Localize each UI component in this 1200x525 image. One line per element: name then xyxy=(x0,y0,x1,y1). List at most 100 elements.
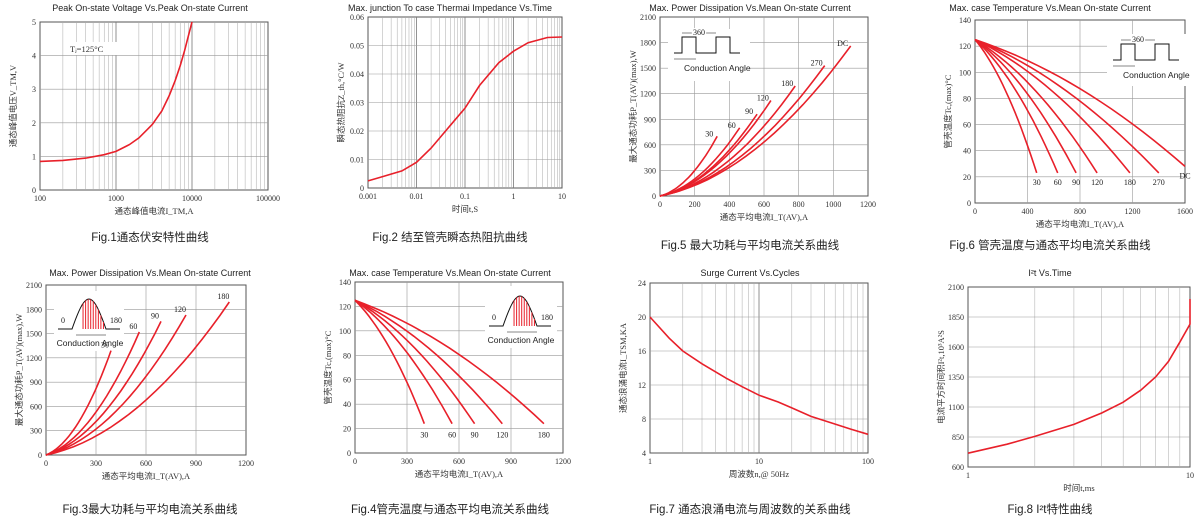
y-tick-label: 1100 xyxy=(948,403,964,412)
inset-value: 360 xyxy=(1132,35,1144,44)
y-tick-label: 1500 xyxy=(640,64,656,73)
y-axis-title: 管壳温度Tc,(max)°C xyxy=(323,330,333,404)
x-tick-label: 100 xyxy=(34,194,46,203)
figure-caption: Fig.3最大功耗与平均电流关系曲线 xyxy=(62,504,238,516)
y-tick-label: 0 xyxy=(347,449,351,458)
y-tick-label: 4 xyxy=(32,52,36,61)
y-tick-label: 1 xyxy=(32,152,36,161)
series-label: 30 xyxy=(420,431,428,440)
inset-label: Conduction Angle xyxy=(57,338,124,348)
y-tick-label: 2100 xyxy=(948,283,964,292)
y-tick-label: 60 xyxy=(343,376,351,385)
y-tick-label: 0 xyxy=(32,186,36,195)
y-axis-title: 通态浪涌电流I_TSM,KA xyxy=(618,322,628,413)
x-tick-label: 1600 xyxy=(1177,207,1193,216)
series-label: 180 xyxy=(538,431,550,440)
x-tick-label: 10 xyxy=(755,457,763,466)
series-line-180 xyxy=(354,299,545,425)
figure-caption: Fig.8 I²t特性曲线 xyxy=(1007,504,1093,516)
series-line-30 xyxy=(45,350,112,456)
y-tick-label: 80 xyxy=(343,351,351,360)
series-label: 180 xyxy=(217,292,229,301)
series-line-180 xyxy=(974,38,1131,174)
chart-title: I²t Vs.Time xyxy=(1028,268,1072,278)
series-line-120 xyxy=(354,299,503,425)
series-line-30 xyxy=(974,39,1038,174)
series-line-90 xyxy=(974,38,1077,174)
x-tick-label: 600 xyxy=(453,457,465,466)
x-axis-title: 时间t,ms xyxy=(1063,483,1094,493)
series-line-180 xyxy=(45,301,230,456)
y-tick-label: 120 xyxy=(959,42,971,51)
fig2-panel: Max. junction To case Thermai Impedance … xyxy=(300,0,600,260)
x-tick-label: 0 xyxy=(353,457,357,466)
y-tick-label: 40 xyxy=(963,147,971,156)
inset-value: 180 xyxy=(541,313,553,322)
x-tick-label: 0 xyxy=(658,200,662,209)
inset-value: 360 xyxy=(693,28,705,37)
series-label: 30 xyxy=(101,341,109,350)
y-tick-label: 40 xyxy=(343,400,351,409)
x-axis-title: 通态平均电流I_T(AV),A xyxy=(1036,219,1125,229)
y-axis-title: 管壳温度Tc,(max)°C xyxy=(943,74,953,148)
fig6-chart: 0 20 40 60 80 100 120 140 0 400 800 1200 1600 通态平均电流I… xyxy=(943,16,1193,229)
x-tick-label: 900 xyxy=(505,457,517,466)
y-tick-label: 100 xyxy=(959,68,971,77)
x-tick-label: 100000 xyxy=(256,194,280,203)
x-tick-label: 100 xyxy=(862,457,874,466)
y-tick-label: 1500 xyxy=(26,330,42,339)
series-line-Zth xyxy=(367,36,563,182)
y-tick-label: 0.04 xyxy=(350,70,364,79)
x-tick-label: 0 xyxy=(973,207,977,216)
conduction-angle-inset: 0 180 Conduction Angle xyxy=(57,298,124,348)
y-tick-label: 1200 xyxy=(640,90,656,99)
figure-caption: Fig.6 管壳温度与通态平均电流关系曲线 xyxy=(949,240,1151,252)
y-tick-label: 2100 xyxy=(640,13,656,22)
x-tick-label: 0.001 xyxy=(359,192,377,201)
series-label: 30 xyxy=(1033,178,1041,187)
series-label: 30 xyxy=(705,129,713,138)
chart-title: Peak On-state Voltage Vs.Peak On-state C… xyxy=(52,3,248,13)
series-label: 60 xyxy=(1054,178,1062,187)
series-line-90 xyxy=(45,321,162,456)
inset-label: Conduction Angle xyxy=(684,63,751,73)
y-tick-label: 0.01 xyxy=(350,156,364,165)
x-tick-label: 0.01 xyxy=(410,192,424,201)
series-label: 60 xyxy=(728,121,736,130)
y-tick-label: 600 xyxy=(30,402,42,411)
fig5-chart: 0 300 600 900 1200 1500 1800 2100 0 200 400 600 800 1… xyxy=(628,13,876,222)
x-tick-label: 10 xyxy=(1186,471,1194,480)
fig8-panel: I²t Vs.Time 600 850 1100 1350 1600 1850 2100 1 1… xyxy=(900,265,1200,525)
half-sine-icon xyxy=(489,295,551,327)
fig7-chart: 4 8 12 16 20 24 1 10 100 周波数n,@ 50Hz 通态浪涌电流I_TSM,K… xyxy=(618,279,874,479)
series-line-60 xyxy=(354,299,453,425)
series-line-90 xyxy=(354,299,476,425)
chart-title: Surge Current Vs.Cycles xyxy=(700,268,800,278)
y-tick-label: 1600 xyxy=(948,343,964,352)
x-tick-label: 400 xyxy=(1022,207,1034,216)
x-axis-title: 通态平均电流I_T(AV),A xyxy=(102,471,191,481)
x-tick-label: 1200 xyxy=(555,457,571,466)
x-tick-label: 1200 xyxy=(1125,207,1141,216)
inset-value: 180 xyxy=(110,316,122,325)
inset-bg xyxy=(54,291,124,351)
x-axis-title: 通态峰值电流I_TM,A xyxy=(114,206,194,216)
y-tick-label: 1800 xyxy=(26,305,42,314)
y-axis-title: 通态峰值电压V_TM,V xyxy=(8,64,18,147)
x-tick-label: 600 xyxy=(140,459,152,468)
y-tick-label: 20 xyxy=(343,425,351,434)
x-tick-label: 800 xyxy=(793,200,805,209)
y-tick-label: 0 xyxy=(360,184,364,193)
y-tick-label: 1200 xyxy=(26,354,42,363)
y-tick-label: 20 xyxy=(638,313,646,322)
y-tick-label: 850 xyxy=(952,433,964,442)
series-label: 120 xyxy=(757,94,769,103)
series-label: 60 xyxy=(129,322,137,331)
fig1-chart: 0 1 2 3 4 5 100 1000 10000 100000 通态峰值电流I_TM,A 通态峰值… xyxy=(8,18,280,216)
y-axis-title: 最大通态功耗P_T(AV)(max),W xyxy=(14,314,24,426)
y-tick-label: 24 xyxy=(638,279,646,288)
inset-bg xyxy=(668,29,750,81)
series-label: 180 xyxy=(1124,178,1136,187)
